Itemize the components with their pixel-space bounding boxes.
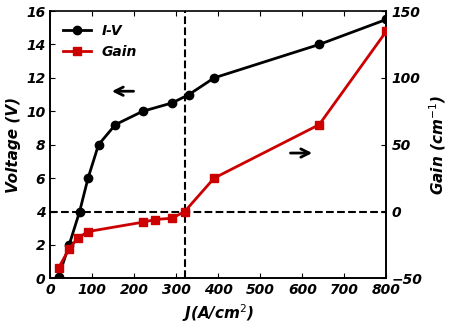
Legend: I-V, Gain: I-V, Gain <box>57 18 143 64</box>
Y-axis label: Gain (cm$^{-1}$): Gain (cm$^{-1}$) <box>428 95 449 195</box>
Y-axis label: Voltage (V): Voltage (V) <box>5 97 20 193</box>
X-axis label: J(A/cm$^2$): J(A/cm$^2$) <box>182 303 255 324</box>
